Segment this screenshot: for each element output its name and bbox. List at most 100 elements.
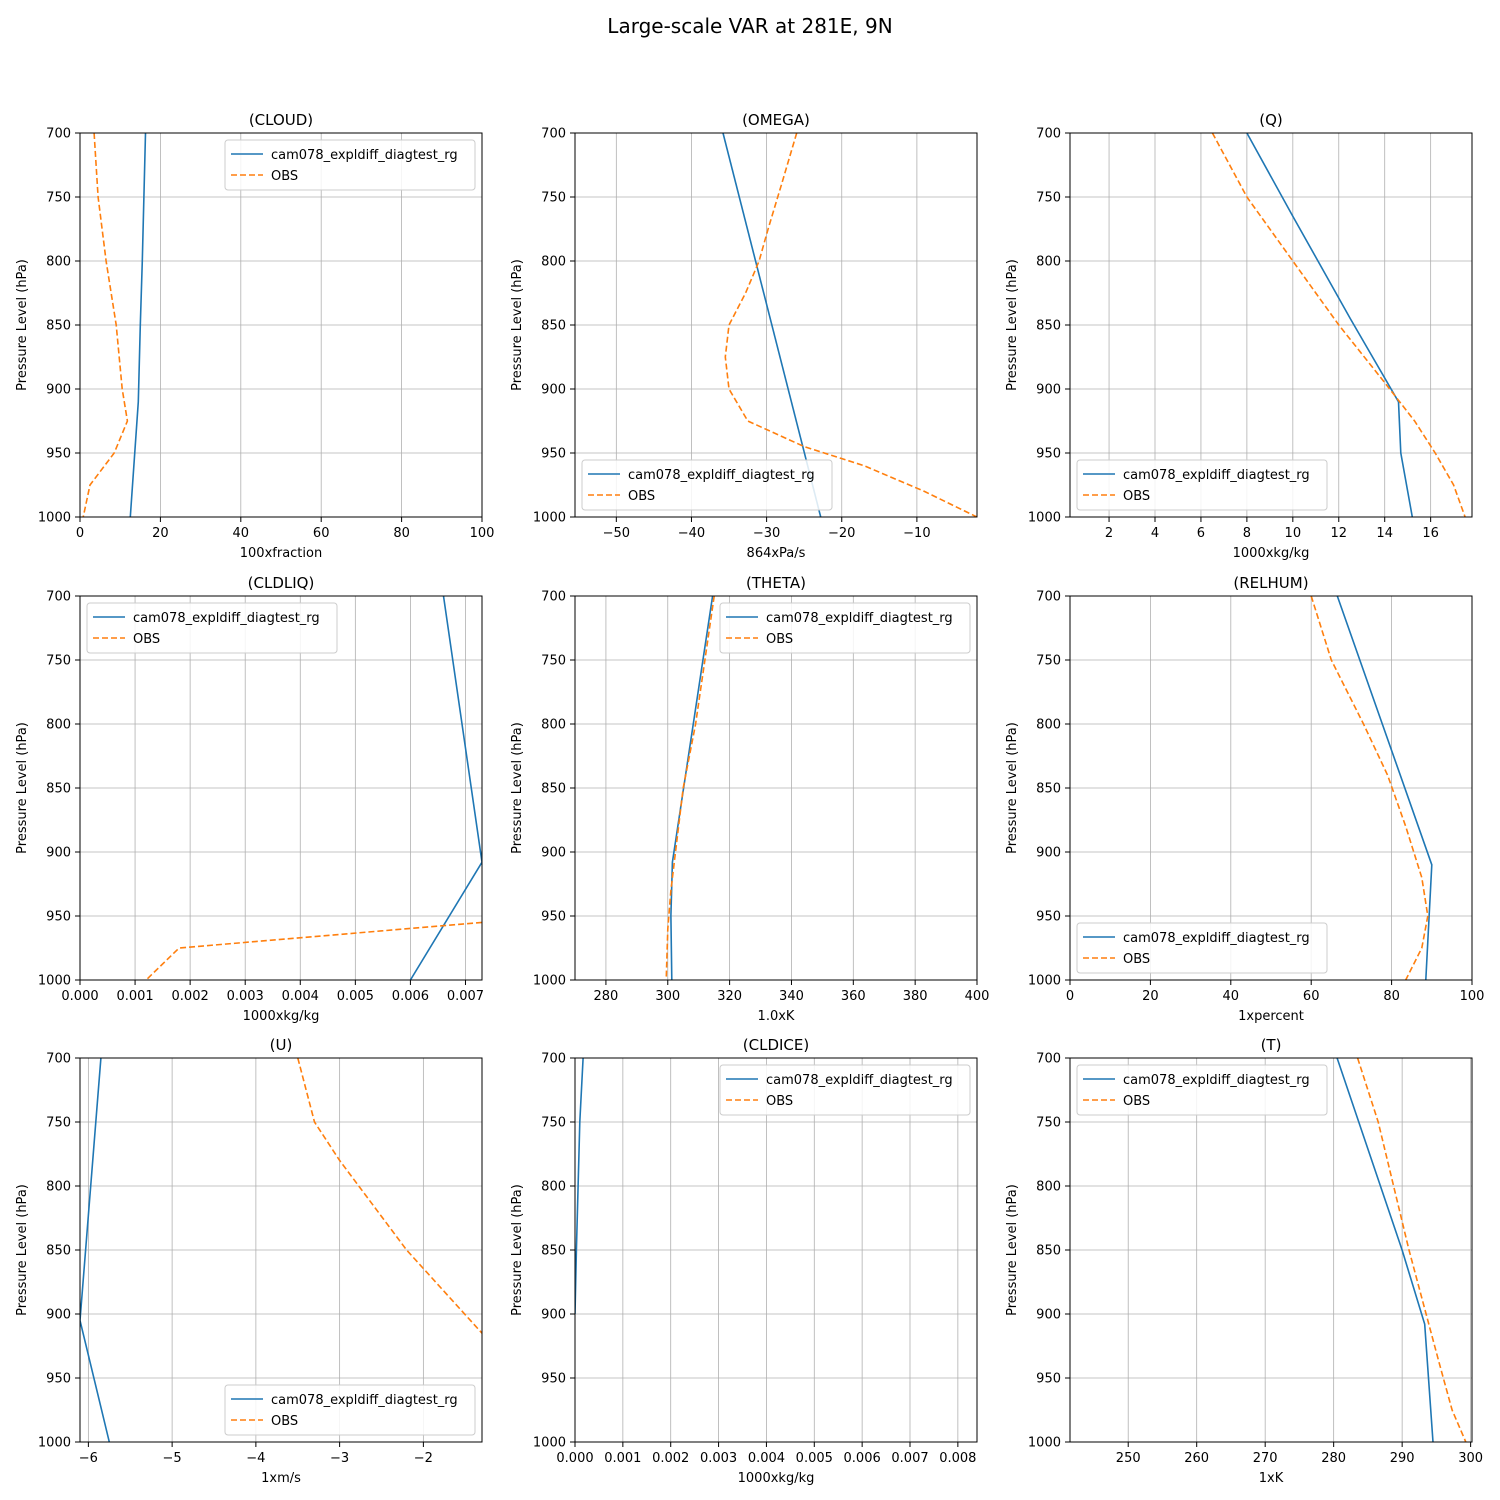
legend: cam078_expldiff_diagtest_rg OBS	[1076, 922, 1328, 974]
y-tick-label: 850	[1036, 782, 1061, 797]
x-tick-label: 340	[779, 989, 804, 1004]
x-tick-label: 8	[1243, 526, 1251, 541]
series-line-model	[722, 133, 822, 517]
series-line-obs	[1356, 1058, 1467, 1442]
x-tick-label: 260	[1184, 1451, 1209, 1466]
subplot-title: (CLDICE)	[743, 1036, 809, 1054]
subplot-title: (CLDLIQ)	[248, 574, 315, 592]
x-tick-label: −6	[79, 1451, 98, 1466]
y-tick-label: 700	[541, 1052, 566, 1067]
legend-label: OBS	[133, 632, 160, 647]
legend-label: cam078_expldiff_diagtest_rg	[1123, 468, 1310, 483]
legend-box	[719, 602, 971, 654]
y-tick-label: 1000	[38, 511, 71, 526]
x-tick-label: 100	[470, 526, 495, 541]
series-line-model	[1246, 133, 1414, 517]
y-tick-label: 750	[541, 654, 566, 669]
legend-box	[1076, 459, 1328, 511]
x-tick-label: 14	[1376, 526, 1393, 541]
x-tick-label: 12	[1330, 526, 1347, 541]
y-tick-label: 1000	[38, 1436, 71, 1451]
x-tick-label: 0.000	[61, 989, 98, 1004]
x-tick-label: 0.002	[652, 1451, 689, 1466]
x-tick-label: 60	[313, 526, 330, 541]
y-tick-label: 850	[541, 1244, 566, 1259]
y-tick-label: 700	[46, 590, 71, 605]
x-tick-label: 4	[1151, 526, 1159, 541]
y-tick-label: 950	[46, 1372, 71, 1387]
y-tick-label: 750	[541, 1116, 566, 1131]
series-line-model	[1336, 596, 1433, 980]
y-tick-label: 700	[1036, 127, 1061, 142]
legend-box	[719, 1064, 971, 1116]
subplot-title: (U)	[270, 1036, 293, 1054]
y-tick-label: 700	[1036, 590, 1061, 605]
x-tick-label: 400	[965, 989, 990, 1004]
legend: cam078_expldiff_diagtest_rg OBS	[1076, 459, 1328, 511]
x-tick-label: −50	[603, 526, 630, 541]
legend-label: cam078_expldiff_diagtest_rg	[133, 611, 320, 626]
x-tick-label: 100	[1460, 989, 1485, 1004]
x-tick-label: 0.005	[337, 989, 374, 1004]
y-tick-label: 1000	[1028, 1436, 1061, 1451]
x-tick-label: 0.003	[700, 1451, 737, 1466]
legend: cam078_expldiff_diagtest_rg OBS	[719, 1064, 971, 1116]
series-line-model	[129, 133, 147, 517]
series-line-obs	[145, 921, 482, 980]
y-tick-label: 1000	[38, 974, 71, 989]
x-tick-label: −10	[903, 526, 930, 541]
y-tick-label: 900	[1036, 1308, 1061, 1323]
legend-label: cam078_expldiff_diagtest_rg	[1123, 1073, 1310, 1088]
y-tick-label: 800	[541, 255, 566, 270]
x-tick-label: −40	[678, 526, 705, 541]
x-axis-label: 1000xkg/kg	[243, 1009, 320, 1024]
x-axis-label: 1000xkg/kg	[738, 1471, 815, 1486]
series-line-model	[670, 596, 714, 980]
y-tick-label: 850	[46, 319, 71, 334]
series-line-obs	[297, 1058, 482, 1334]
series-line-model	[409, 596, 482, 980]
y-tick-label: 950	[46, 447, 71, 462]
y-axis-label: Pressure Level (hPa)	[510, 259, 525, 391]
subplot-7: 0.000 0.001 0.002 0.003 0.004 0.005 0.006 0.007…	[510, 1036, 978, 1486]
x-tick-label: 380	[903, 989, 928, 1004]
y-tick-label: 950	[1036, 447, 1061, 462]
legend-label: cam078_expldiff_diagtest_rg	[271, 1393, 458, 1408]
y-tick-label: 800	[541, 718, 566, 733]
x-tick-label: 270	[1253, 1451, 1278, 1466]
legend-label: OBS	[766, 632, 793, 647]
subplot-6: −6 −5 −4 −3 −2 700 750 800 850 900 950 1000 (U) 1xm/s…	[15, 1036, 483, 1486]
x-tick-label: 280	[1321, 1451, 1346, 1466]
x-tick-label: 40	[1223, 989, 1240, 1004]
x-tick-label: 6	[1197, 526, 1205, 541]
x-tick-label: 290	[1390, 1451, 1415, 1466]
y-tick-label: 700	[541, 590, 566, 605]
y-tick-label: 800	[1036, 1180, 1061, 1195]
y-tick-label: 800	[1036, 255, 1061, 270]
x-axis-label: 1xm/s	[261, 1471, 301, 1486]
legend-label: cam078_expldiff_diagtest_rg	[766, 611, 953, 626]
legend-label: OBS	[766, 1094, 793, 1109]
legend-label: OBS	[271, 1414, 298, 1429]
y-axis-label: Pressure Level (hPa)	[1005, 259, 1020, 391]
legend: cam078_expldiff_diagtest_rg OBS	[224, 1384, 476, 1436]
y-axis-label: Pressure Level (hPa)	[1005, 1184, 1020, 1316]
x-tick-label: 0.007	[891, 1451, 928, 1466]
legend-box	[1076, 922, 1328, 974]
x-tick-label: 0.001	[604, 1451, 641, 1466]
x-tick-label: 250	[1116, 1451, 1141, 1466]
y-tick-label: 700	[541, 127, 566, 142]
y-tick-label: 850	[46, 1244, 71, 1259]
subplot-8: 250 260 270 280 290 300 700 750 800 850 900 950 1000…	[1005, 1036, 1483, 1486]
x-axis-label: 1.0xK	[758, 1009, 795, 1024]
subplot-5: 0 20 40 60 80 100 700 750 800 850 900 950 1000 (RELHU…	[1005, 574, 1484, 1024]
x-tick-label: −30	[753, 526, 780, 541]
x-tick-label: 300	[655, 989, 680, 1004]
y-tick-label: 900	[541, 1308, 566, 1323]
x-tick-label: 16	[1422, 526, 1439, 541]
legend-label: cam078_expldiff_diagtest_rg	[271, 148, 458, 163]
y-tick-label: 750	[46, 191, 71, 206]
series-line-obs	[665, 596, 715, 980]
y-tick-label: 750	[541, 191, 566, 206]
